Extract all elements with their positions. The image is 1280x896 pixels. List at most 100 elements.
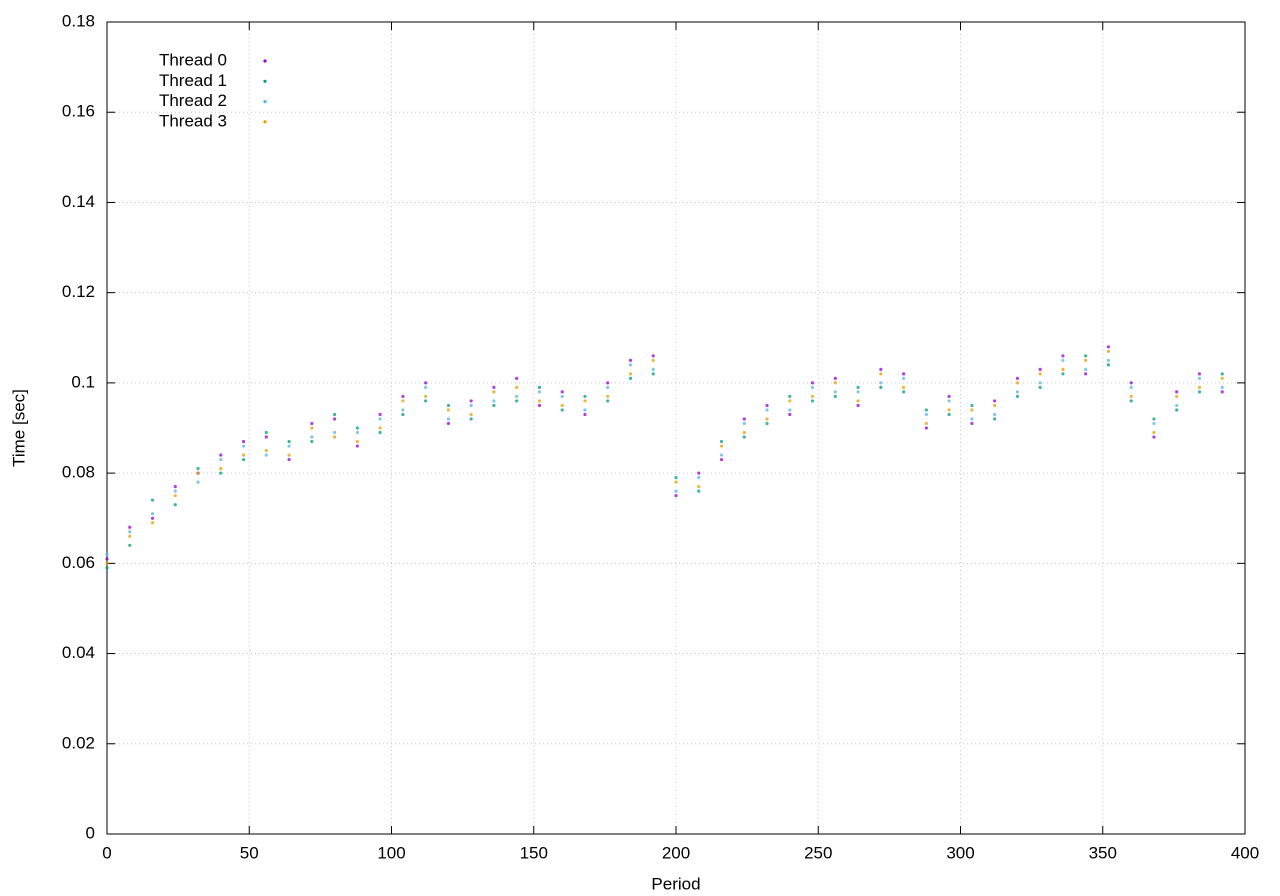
point <box>947 408 951 412</box>
point <box>333 417 337 421</box>
point <box>173 489 177 493</box>
point <box>196 471 200 475</box>
point <box>560 390 564 394</box>
point <box>606 399 610 403</box>
point <box>879 372 883 376</box>
point <box>173 494 177 498</box>
legend-marker <box>263 100 267 104</box>
point <box>105 561 109 565</box>
point <box>993 417 997 421</box>
point <box>947 399 951 403</box>
point <box>1197 385 1202 389</box>
y-tick-label: 0.1 <box>71 372 95 391</box>
point <box>674 476 678 480</box>
point <box>788 394 792 399</box>
y-tick-label: 0.12 <box>62 282 95 301</box>
point <box>879 381 883 385</box>
point <box>492 385 496 389</box>
point <box>537 390 542 394</box>
point <box>355 444 359 448</box>
point <box>628 358 633 362</box>
y-tick-label: 0.02 <box>62 733 95 752</box>
point <box>902 372 906 376</box>
point <box>674 494 678 498</box>
point <box>446 408 450 412</box>
plot-border <box>106 21 1246 835</box>
point <box>1197 390 1202 394</box>
legend-marker <box>263 79 267 83</box>
point <box>355 426 359 430</box>
point <box>196 480 200 484</box>
point <box>310 435 314 439</box>
point <box>833 390 837 394</box>
point <box>788 412 792 417</box>
point <box>765 421 769 426</box>
point <box>537 399 542 403</box>
point <box>378 426 382 430</box>
point <box>469 417 473 421</box>
point <box>742 435 746 439</box>
point <box>424 381 428 385</box>
point <box>1106 345 1111 349</box>
point <box>1175 390 1179 394</box>
point <box>1175 408 1179 412</box>
point <box>856 390 860 394</box>
point <box>355 430 359 435</box>
point <box>651 354 655 358</box>
point <box>719 453 724 457</box>
point <box>651 372 655 376</box>
point <box>697 476 701 480</box>
point <box>788 408 792 412</box>
y-tick-label: 0.06 <box>62 553 95 572</box>
y-tick-label: 0.14 <box>62 192 95 211</box>
point <box>446 403 450 408</box>
point <box>310 421 314 426</box>
point <box>765 403 769 408</box>
point <box>810 385 815 389</box>
point <box>628 363 633 367</box>
point <box>1061 354 1065 358</box>
point <box>378 412 382 417</box>
point <box>583 412 587 417</box>
point <box>241 457 246 462</box>
point <box>788 399 792 403</box>
y-tick-label: 0.08 <box>62 463 95 482</box>
point <box>1106 363 1111 367</box>
point <box>1175 394 1179 399</box>
x-tick-label: 100 <box>377 843 405 862</box>
point <box>1038 381 1042 385</box>
legend-label: Thread 0 <box>159 50 227 69</box>
point <box>219 453 223 457</box>
point <box>1061 372 1065 376</box>
point <box>287 457 291 462</box>
x-tick-label: 50 <box>240 843 259 862</box>
point <box>150 512 155 516</box>
point <box>105 566 109 570</box>
y-tick-label: 0.04 <box>62 643 95 662</box>
point <box>560 408 564 412</box>
point <box>833 394 837 399</box>
point <box>264 448 268 453</box>
point <box>970 408 974 412</box>
point <box>401 408 405 412</box>
point <box>606 385 610 389</box>
point <box>1220 385 1224 389</box>
point <box>1084 367 1088 371</box>
point <box>970 421 974 426</box>
point <box>924 412 928 417</box>
y-tick-label: 0 <box>86 823 95 842</box>
point <box>810 381 815 385</box>
point <box>355 439 359 444</box>
point <box>970 417 974 421</box>
point <box>1084 354 1088 358</box>
point <box>1038 367 1042 371</box>
x-tick-label: 350 <box>1089 843 1117 862</box>
point <box>219 457 223 462</box>
point <box>833 381 837 385</box>
point <box>924 408 928 412</box>
point <box>128 530 132 534</box>
point <box>287 439 291 444</box>
y-axis-label: Time [sec] <box>9 389 28 467</box>
point <box>241 439 246 444</box>
